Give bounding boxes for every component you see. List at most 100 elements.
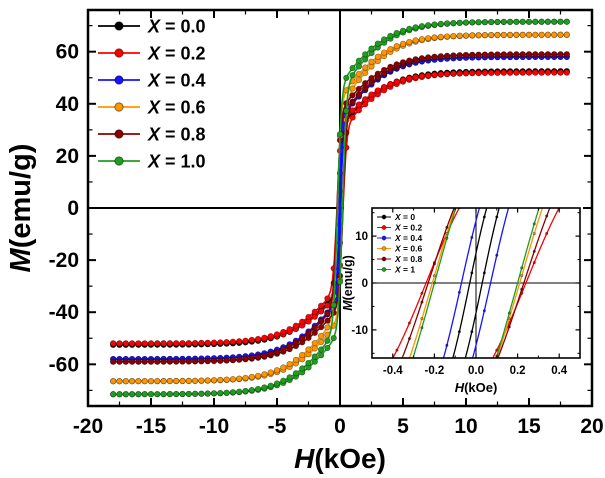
series-marker <box>311 324 318 331</box>
series-marker <box>299 335 306 342</box>
series-marker <box>299 318 306 325</box>
series-marker <box>305 313 312 321</box>
series-line <box>464 208 500 358</box>
series-marker <box>412 37 419 44</box>
series-marker <box>570 185 572 187</box>
series-marker <box>210 377 218 384</box>
series-marker <box>570 125 572 127</box>
series-marker <box>330 301 337 309</box>
series-marker <box>362 51 369 58</box>
legend-marker <box>114 129 124 139</box>
series-marker <box>318 324 325 331</box>
series-marker <box>374 53 381 60</box>
series-marker <box>544 69 552 76</box>
inset-y-tick-label: 10 <box>355 231 368 243</box>
series-marker <box>292 356 300 364</box>
series-marker <box>147 340 155 347</box>
series-marker <box>507 51 514 58</box>
series-marker <box>305 359 312 367</box>
series-marker <box>396 438 398 440</box>
series-marker <box>135 340 142 347</box>
series-marker <box>558 124 560 126</box>
legend-item: X = 0.8 <box>98 125 206 145</box>
series-marker <box>482 271 486 275</box>
series-marker <box>462 32 470 39</box>
series-marker <box>318 318 325 325</box>
series-marker <box>496 107 498 109</box>
series-marker <box>173 358 180 365</box>
series-marker <box>470 271 474 275</box>
series-marker <box>381 83 388 91</box>
legend-marker <box>114 156 124 166</box>
series-marker <box>525 18 533 25</box>
series-marker <box>362 85 369 92</box>
series-marker <box>469 19 476 26</box>
legend-item: X = 0 <box>377 212 415 222</box>
series-marker <box>286 374 293 381</box>
series-marker <box>545 214 549 218</box>
series-marker <box>558 108 560 110</box>
series-marker <box>433 468 435 470</box>
y-tick-label: 0 <box>67 197 79 220</box>
series-marker <box>324 344 331 352</box>
series-marker <box>311 329 318 336</box>
series-marker <box>305 346 312 353</box>
series-marker <box>371 417 373 419</box>
legend-item: X = 1 <box>377 265 415 275</box>
series-marker <box>533 106 535 108</box>
plot-frame <box>86 8 594 408</box>
x-tick-label: -20 <box>73 415 103 438</box>
legend-marker <box>114 75 124 85</box>
series-marker <box>444 52 451 59</box>
series-line <box>452 208 488 358</box>
series-marker <box>521 166 523 168</box>
series-marker <box>450 70 457 77</box>
series-marker <box>311 353 318 360</box>
series-marker <box>445 225 449 229</box>
legend-marker <box>381 225 387 230</box>
legend-item: X = 0.0 <box>98 17 206 37</box>
x-tick-label: 5 <box>397 415 409 438</box>
series-marker <box>387 63 394 70</box>
legend-item: X = 1.0 <box>98 152 206 172</box>
series-marker <box>355 91 363 98</box>
series-marker <box>546 60 548 62</box>
series-marker <box>494 51 501 58</box>
series-marker <box>418 36 426 43</box>
series-marker <box>280 328 287 336</box>
series-marker <box>267 350 274 357</box>
series-marker <box>500 18 507 26</box>
series-marker <box>204 377 211 384</box>
series-marker <box>533 85 535 87</box>
series-marker <box>160 391 167 398</box>
legend-item: X = 0.6 <box>98 98 206 118</box>
legend-marker <box>381 256 387 262</box>
series-marker <box>336 278 344 285</box>
series-marker <box>330 335 337 342</box>
series-marker <box>521 137 523 139</box>
series-marker <box>210 357 218 364</box>
series-marker <box>546 127 548 129</box>
series-marker <box>355 76 363 84</box>
x-tick-label: 0 <box>334 415 346 438</box>
series-marker <box>533 116 535 118</box>
series-marker <box>355 70 363 78</box>
series-marker <box>483 190 485 192</box>
series-marker <box>362 56 369 63</box>
series-marker <box>420 317 424 321</box>
series-marker <box>563 18 570 25</box>
series-marker <box>431 53 438 60</box>
legend-marker <box>381 214 387 220</box>
series-marker <box>521 93 523 95</box>
series-marker <box>558 118 560 120</box>
series-marker <box>458 440 460 442</box>
series-marker <box>558 76 560 78</box>
series-marker <box>437 33 444 40</box>
series-marker <box>396 438 398 440</box>
legend-inset: X = 0X = 0.2X = 0.4X = 0.6X = 0.8X = 1 <box>377 212 422 275</box>
series-marker <box>508 120 510 122</box>
series-marker <box>433 449 435 451</box>
series-marker <box>129 340 136 347</box>
series-marker <box>496 155 498 157</box>
